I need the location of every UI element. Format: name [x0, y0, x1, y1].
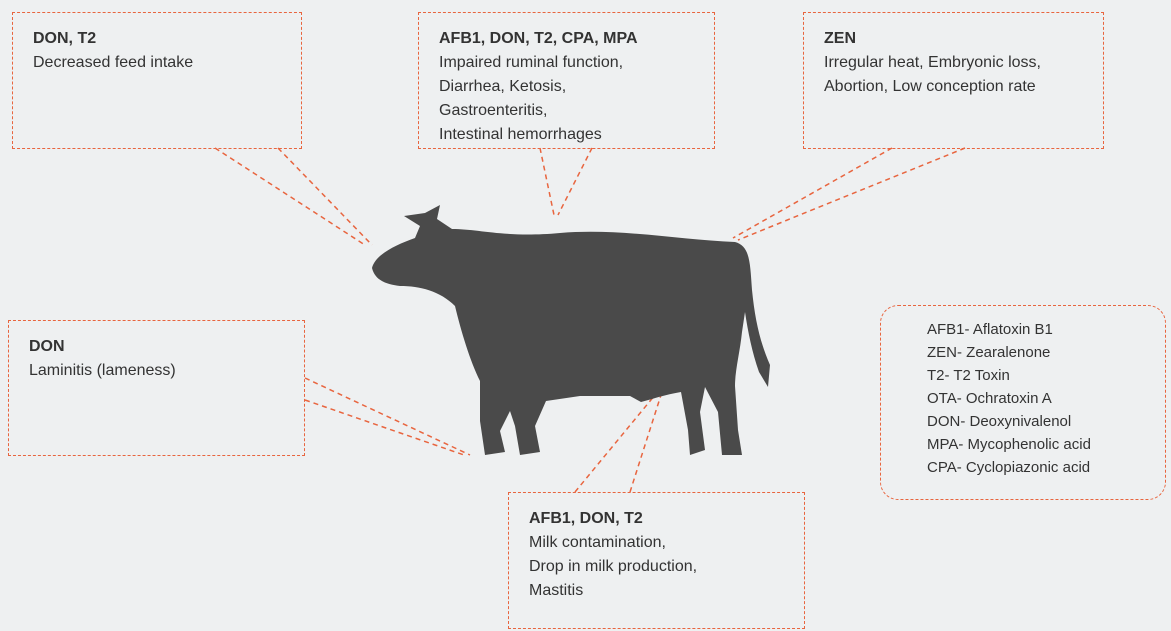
- text-line: Milk contamination,: [529, 531, 804, 555]
- text-line: DON- Deoxynivalenol: [927, 410, 1165, 433]
- text-line: Gastroenteritis,: [439, 99, 714, 123]
- connector: [215, 148, 365, 245]
- box-title: DON: [29, 335, 304, 359]
- text-line: MPA- Mycophenolic acid: [927, 433, 1165, 456]
- connector: [630, 395, 661, 492]
- connector: [278, 148, 372, 245]
- connector: [558, 148, 592, 215]
- text-line: Drop in milk production,: [529, 555, 804, 579]
- text-line: T2- T2 Toxin: [927, 364, 1165, 387]
- text-line: Laminitis (lameness): [29, 359, 304, 383]
- box-title: DON, T2: [33, 27, 301, 51]
- text-line: Abortion, Low conception rate: [824, 75, 1103, 99]
- box-title: AFB1, DON, T2, CPA, MPA: [439, 27, 714, 51]
- text-line: AFB1- Aflatoxin B1: [927, 318, 1165, 341]
- connector: [733, 148, 892, 238]
- text-line: Diarrhea, Ketosis,: [439, 75, 714, 99]
- connector: [305, 378, 470, 455]
- box-title: ZEN: [824, 27, 1103, 51]
- text-line: Irregular heat, Embryonic loss,: [824, 51, 1103, 75]
- connector: [540, 148, 554, 215]
- connector: [575, 395, 655, 492]
- text-line: OTA- Ochratoxin A: [927, 387, 1165, 410]
- connector: [738, 148, 965, 240]
- text-line: ZEN- Zearalenone: [927, 341, 1165, 364]
- cow-silhouette: [372, 205, 770, 455]
- text-line: Impaired ruminal function,: [439, 51, 714, 75]
- page: DON, T2Decreased feed intake AFB1, DON, …: [0, 0, 1171, 631]
- box-title: AFB1, DON, T2: [529, 507, 804, 531]
- text-line: Intestinal hemorrhages: [439, 123, 714, 147]
- text-line: Mastitis: [529, 579, 804, 603]
- connector: [305, 400, 464, 455]
- text-line: CPA- Cyclopiazonic acid: [927, 456, 1165, 479]
- text-line: Decreased feed intake: [33, 51, 301, 75]
